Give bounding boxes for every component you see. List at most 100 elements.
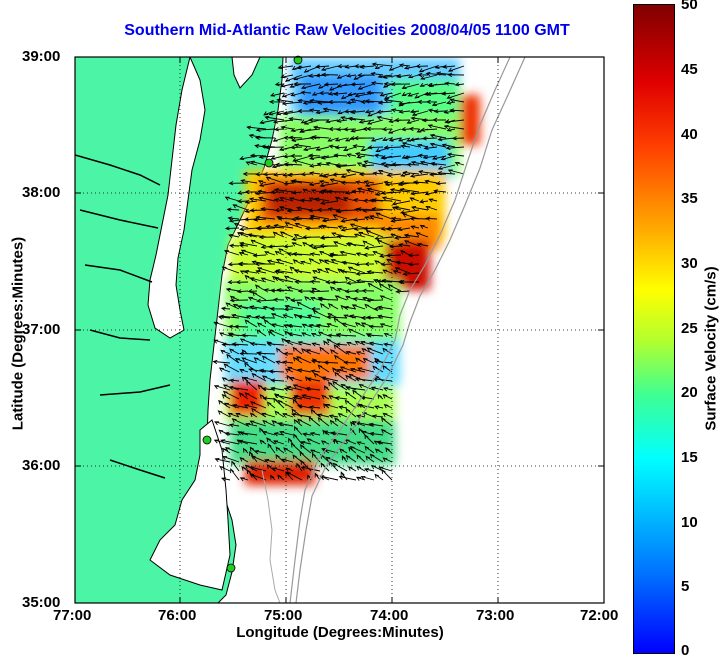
velocity-arrow [362, 252, 375, 258]
velocity-arrow [274, 410, 285, 418]
velocity-arrow [259, 182, 276, 187]
velocity-arrow [289, 83, 303, 88]
velocity-arrow [355, 271, 375, 276]
velocity-arrow [410, 160, 429, 166]
velocity-arrow [262, 419, 276, 427]
velocity-arrow [340, 180, 357, 185]
velocity-arrow [261, 412, 276, 418]
sound [149, 419, 231, 591]
velocity-arrow [380, 155, 402, 160]
velocity-arrow [286, 323, 303, 329]
velocity-arrow [229, 298, 249, 303]
velocity-arrow [320, 155, 339, 160]
velocity-arrow [319, 303, 330, 310]
velocity-arrow [370, 137, 384, 142]
velocity-arrow [239, 368, 249, 373]
velocity-arrow [312, 125, 330, 130]
velocity-arrow [275, 269, 294, 274]
velocity-arrow [228, 181, 249, 186]
velocity-arrow [265, 224, 285, 229]
velocity-arrow [379, 295, 393, 301]
velocity-arrow [224, 431, 240, 436]
velocity-arrow [297, 288, 312, 294]
velocity-arrow [299, 451, 312, 463]
velocity-arrow [218, 399, 231, 409]
velocity-arrow [431, 101, 447, 106]
velocity-arrow [296, 65, 312, 70]
velocity-arrow [300, 83, 321, 90]
velocity-arrow [334, 137, 348, 142]
velocity-arrow [317, 364, 330, 373]
velocity-arrow [382, 412, 393, 418]
velocity-arrow [385, 253, 402, 258]
velocity-arrow [374, 236, 393, 241]
velocity-arrow [314, 197, 330, 202]
velocity-arrow [343, 360, 357, 365]
velocity-arrow [320, 376, 339, 382]
velocity-arrow [288, 117, 303, 122]
velocity-arrow [288, 437, 294, 445]
velocity-arrow [240, 249, 258, 256]
velocity-arrow [423, 145, 438, 150]
velocity-arrow [242, 171, 258, 177]
velocity-arrow [219, 314, 240, 319]
velocity-arrow [334, 145, 348, 150]
velocity-arrow [366, 347, 384, 355]
x-axis-title: Longitude (Degrees:Minutes) [236, 624, 444, 641]
velocity-arrow [401, 92, 411, 97]
velocity-arrow [317, 331, 330, 337]
velocity-arrow [339, 269, 357, 274]
velocity-arrow [437, 171, 456, 176]
grid [75, 57, 604, 603]
colorbar-tick-label: 20 [681, 384, 698, 401]
velocity-arrow [277, 65, 294, 70]
y-tick-label: 35:00 [22, 594, 61, 611]
velocity-arrow [397, 226, 411, 232]
velocity-arrow [338, 405, 348, 410]
velocity-arrow [408, 74, 420, 79]
velocity-arrow [248, 367, 267, 373]
velocity-arrow [263, 319, 276, 328]
velocity-arrow [277, 399, 294, 409]
velocity-arrow [380, 429, 393, 436]
velocity-arrow [250, 455, 267, 463]
velocity-arrow [273, 440, 285, 445]
velocity-arrow [283, 447, 294, 454]
velocity-arrow [244, 199, 258, 204]
velocity-arrow [231, 418, 249, 427]
velocity-arrow [280, 83, 294, 88]
velocity-arrow [343, 197, 357, 202]
velocity-arrow [325, 161, 339, 166]
velocity-arrow [301, 235, 321, 240]
velocity-arrow [377, 305, 393, 310]
colorbar-tick-label: 50 [681, 0, 698, 13]
velocity-arrow [398, 63, 411, 68]
velocity-arrow [273, 172, 285, 177]
velocity-arrow [343, 314, 357, 319]
velocity-arrow [267, 443, 276, 454]
velocity-arrow [328, 414, 339, 419]
colorbar-tick-label: 40 [681, 126, 698, 143]
velocity-arrow [255, 270, 267, 275]
velocity-arrow [400, 127, 411, 132]
velocity-arrow [301, 332, 312, 337]
velocity-arrow [407, 262, 420, 267]
velocity-arrow [420, 127, 438, 132]
velocity-arrow [228, 233, 240, 239]
velocity-arrow [318, 172, 330, 177]
velocity-arrow [233, 324, 249, 329]
axis-ticks [75, 57, 604, 603]
velocity-arrow [279, 196, 294, 202]
velocity-arrow [272, 137, 285, 142]
velocity-arrow [401, 142, 420, 148]
velocity-arrow [398, 109, 411, 114]
velocity-arrow [345, 242, 366, 247]
velocity-arrow [227, 412, 240, 418]
velocity-arrow [308, 153, 321, 158]
velocity-arrow [337, 225, 348, 230]
velocity-arrow [308, 416, 321, 427]
velocity-arrow [307, 314, 321, 319]
velocity-arrow [379, 323, 393, 328]
velocity-arrow [422, 154, 438, 160]
velocity-arrow [309, 432, 321, 437]
